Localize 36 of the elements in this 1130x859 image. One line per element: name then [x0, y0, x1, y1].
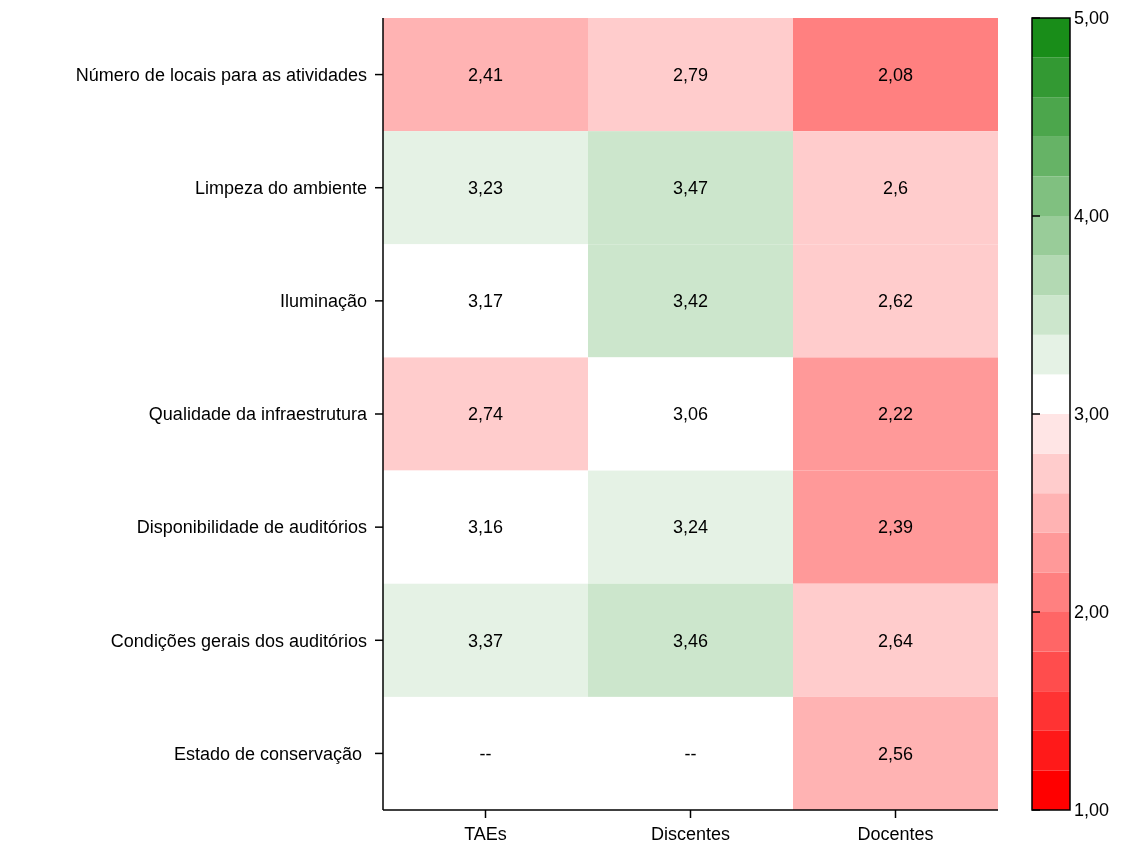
data-label: 2,79	[672, 64, 709, 85]
data-label: 2,22	[877, 404, 914, 425]
y-tick-label: Qualidade da infraestrutura	[148, 404, 368, 425]
data-label: 2,64	[877, 630, 914, 651]
data-label: 2,41	[467, 64, 504, 85]
data-label: 3,42	[672, 291, 709, 312]
data-label: 2,08	[877, 64, 914, 85]
data-label: 2,39	[877, 517, 914, 538]
y-tick-label: Disponibilidade de auditórios	[136, 517, 367, 538]
x-tick-label: TAEs	[464, 824, 507, 844]
data-label: 3,17	[467, 291, 504, 312]
color-bar-label: 3,00	[1074, 404, 1110, 425]
y-tick-label: Iluminação	[279, 291, 367, 312]
y-tick-label: Estado de conservação	[173, 743, 367, 764]
text: --	[684, 743, 697, 764]
data-label: 3,06	[672, 404, 709, 425]
y-tick-label: Limpeza do ambiente	[194, 178, 367, 199]
x-tick-label: Docentes	[857, 824, 934, 844]
data-label: 3,46	[672, 630, 709, 651]
x-tick-label: Discentes	[650, 824, 731, 844]
color-bar-label: 1,00	[1074, 800, 1110, 821]
color-bar-label: 5,00	[1074, 8, 1110, 29]
data-label: 2,74	[467, 404, 504, 425]
y-tick-label: Número de locais para as atividades	[75, 64, 367, 85]
text: --	[479, 743, 492, 764]
data-label: 3,23	[467, 178, 504, 199]
y-tick-label: Condições gerais dos auditórios	[110, 630, 367, 651]
data-label: 2,6	[882, 178, 909, 199]
data-label: 3,37	[467, 630, 504, 651]
data-label: 3,16	[467, 517, 504, 538]
data-label: 2,62	[877, 291, 914, 312]
color-bar-label: 4,00	[1074, 206, 1110, 227]
color-bar-label: 2,00	[1074, 602, 1110, 623]
data-label: 3,47	[672, 178, 709, 199]
data-label: 2,56	[877, 743, 914, 764]
data-label: 3,24	[672, 517, 709, 538]
